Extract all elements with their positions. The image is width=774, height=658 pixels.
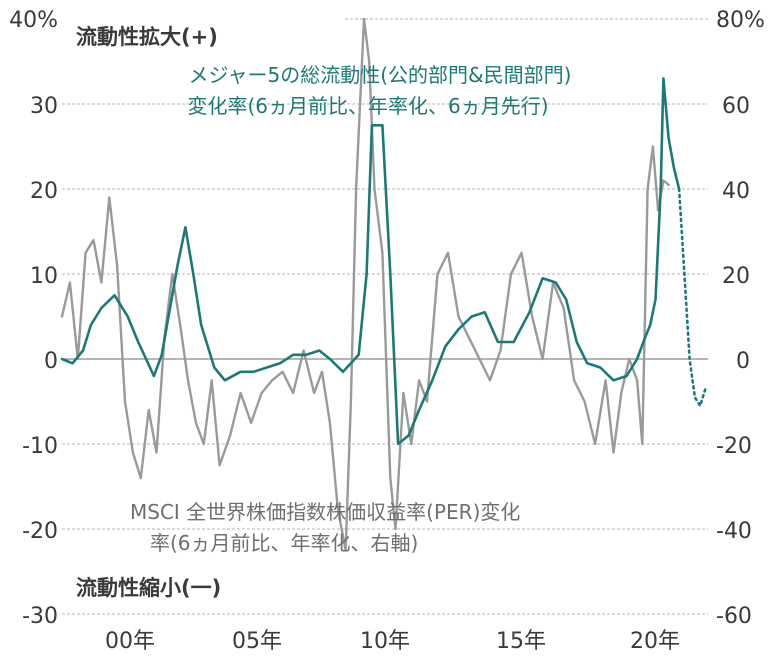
- per-line: [60, 17, 670, 552]
- liquidity-forecast-line: [677, 187, 707, 408]
- teal-series-label-line1: メジャー5の総流動性(公的部門&民間部門): [189, 63, 572, 87]
- gray-series-label-line2: 率(6ヵ月前比、年率化、右軸): [150, 531, 418, 555]
- x-tick-label: 20年: [630, 629, 680, 654]
- right-tick-label: 0: [736, 349, 750, 374]
- right-tick-label: -40: [716, 519, 752, 544]
- left-axis-ticks: 40% 30 20 10 0 -10 -20 -30: [9, 8, 58, 629]
- gray-series-label-line1: MSCI 全世界株価指数株価収益率(PER)変化: [130, 500, 520, 524]
- right-tick-label: 20: [722, 264, 750, 289]
- left-tick-label: 20: [30, 179, 58, 204]
- teal-series-label-line2: 変化率(6ヵ月前比、年率化、6ヵ月先行): [187, 94, 548, 118]
- right-tick-label: 80%: [716, 8, 765, 33]
- left-tick-label: 30: [30, 94, 58, 119]
- x-tick-label: 00年: [105, 629, 155, 654]
- right-tick-label: -20: [716, 434, 752, 459]
- right-tick-label: 40: [722, 179, 750, 204]
- lower-annotation: 流動性縮小(一): [76, 576, 221, 600]
- plot-area: [60, 17, 707, 552]
- liquidity-line: [60, 77, 681, 446]
- annotations: 流動性拡大(+) 流動性縮小(一) メジャー5の総流動性(公的部門&民間部門) …: [76, 25, 571, 600]
- left-tick-label: -30: [22, 604, 58, 629]
- left-tick-label: -10: [22, 434, 58, 459]
- right-axis-ticks: 80% 60 40 20 0 -20 -40 -60: [716, 8, 765, 629]
- right-tick-label: -60: [716, 604, 752, 629]
- x-tick-label: 05年: [232, 629, 282, 654]
- x-tick-label: 10年: [360, 629, 410, 654]
- left-tick-label: -20: [22, 519, 58, 544]
- left-tick-label: 0: [44, 349, 58, 374]
- right-tick-label: 60: [722, 94, 750, 119]
- left-tick-label: 10: [30, 264, 58, 289]
- upper-annotation: 流動性拡大(+): [76, 25, 218, 49]
- x-tick-label: 15年: [496, 629, 546, 654]
- x-axis-ticks: 00年 05年 10年 15年 20年: [105, 629, 680, 654]
- left-tick-label: 40%: [9, 8, 58, 33]
